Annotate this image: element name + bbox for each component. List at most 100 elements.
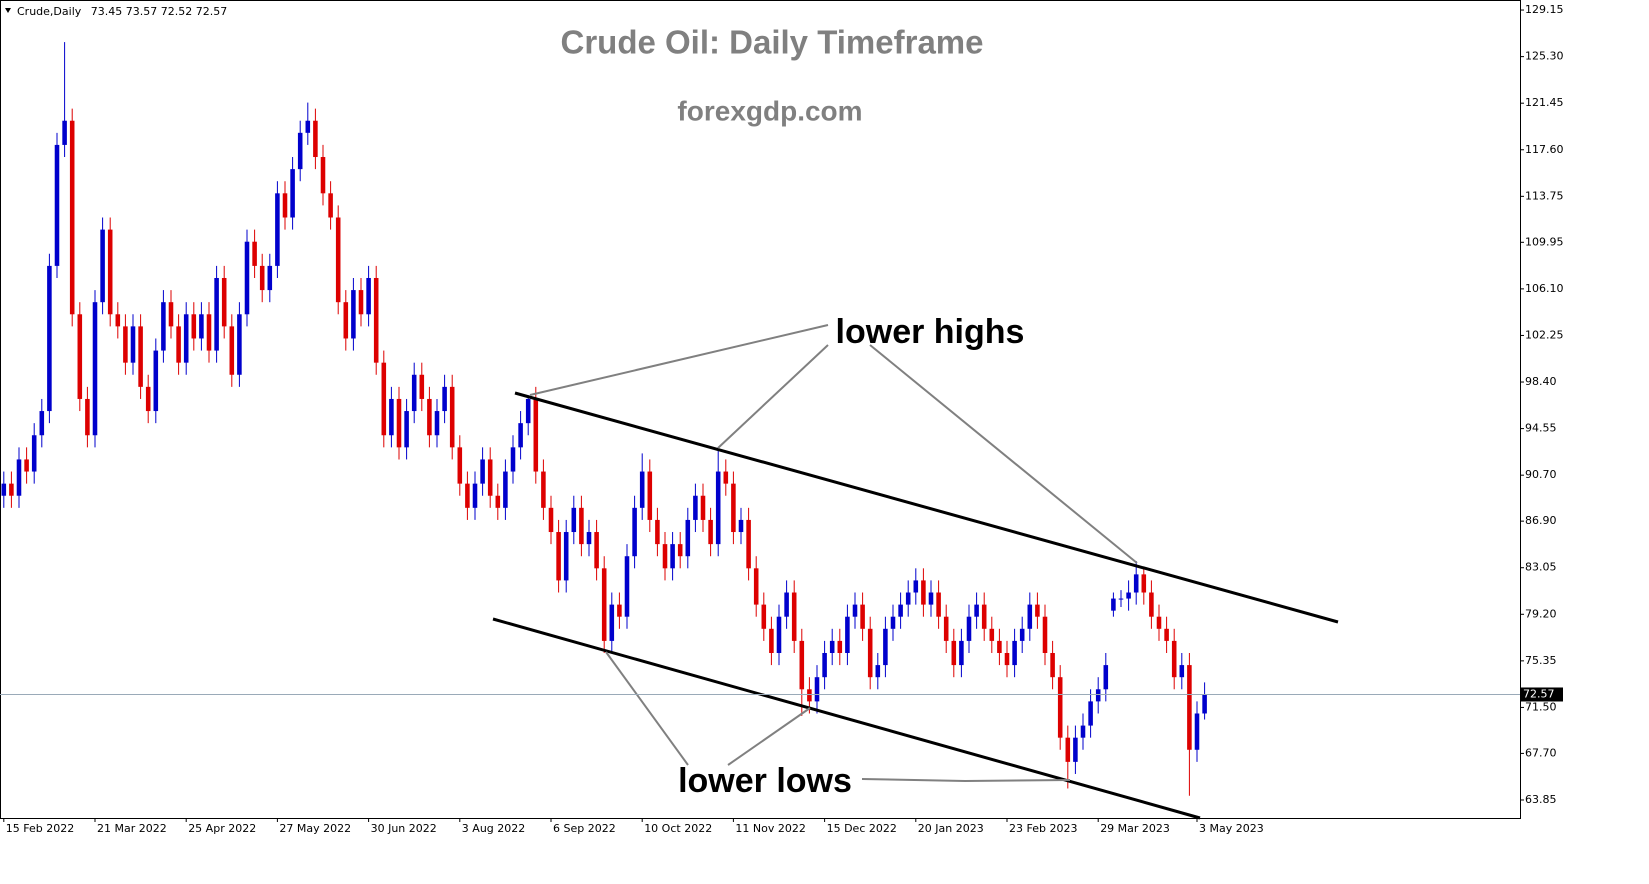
candle-body (769, 628, 774, 653)
y-tick-label: 125.30 (1525, 50, 1564, 63)
ohlc-close: 72.57 (196, 5, 228, 18)
candle-body (351, 290, 356, 339)
candle-body (693, 495, 698, 520)
candle-body (1027, 604, 1033, 629)
candle-body (47, 265, 52, 412)
x-tick-label: 15 Feb 2022 (6, 822, 74, 835)
candle-body (1133, 574, 1139, 593)
candle-body (1073, 737, 1078, 762)
candle-body (123, 326, 128, 363)
candle-body (890, 616, 896, 629)
candle-body (997, 640, 1002, 653)
candle-body (867, 628, 873, 678)
candle-body (1126, 592, 1131, 599)
candle-body (389, 398, 394, 436)
candle-body (1065, 737, 1071, 762)
candle-body (305, 120, 311, 133)
candle-body (655, 519, 660, 545)
candle-body (214, 277, 219, 351)
candle-body (434, 411, 440, 436)
candle-body (845, 616, 850, 653)
x-tick-label: 30 Jun 2022 (371, 822, 437, 835)
y-tick-label: 129.15 (1525, 3, 1564, 16)
candle-body (723, 471, 729, 484)
candle-body (503, 471, 508, 508)
candle-body (594, 532, 599, 569)
candle-body (411, 374, 417, 412)
candle-body (396, 398, 402, 448)
y-tick-label: 71.50 (1525, 700, 1557, 713)
candle-body (130, 326, 136, 363)
candle-body (632, 507, 637, 557)
annotation: lower highs (836, 313, 1025, 351)
y-tick-label: 117.60 (1525, 143, 1564, 156)
candle-body (541, 471, 546, 508)
x-tick-label: 3 Aug 2022 (462, 822, 525, 835)
ohlc-low: 72.52 (161, 5, 193, 18)
candle-body (1012, 640, 1017, 666)
pointer-line (529, 324, 829, 396)
candle-body (951, 640, 957, 666)
lower-trendline (492, 617, 1201, 820)
candle-body (898, 604, 903, 617)
candle-body (624, 556, 630, 617)
candle-body (814, 677, 820, 702)
candle-body (199, 314, 204, 339)
candle-body (297, 132, 303, 170)
candle-body (677, 544, 683, 557)
candle-body (191, 314, 197, 339)
candle-body (647, 471, 653, 520)
candle-body (662, 544, 668, 569)
y-tick-label: 75.35 (1525, 654, 1557, 667)
candle-body (313, 120, 318, 158)
chart-subtitle: forexgdp.com (677, 95, 862, 126)
candle-body (905, 592, 911, 605)
candle-body (708, 519, 713, 545)
menu-arrow[interactable] (5, 8, 11, 13)
ohlc-high: 73.57 (126, 5, 158, 18)
candle-body (1019, 628, 1025, 641)
candle-body (974, 604, 979, 617)
candle-body (738, 519, 744, 533)
candle-body (1057, 677, 1063, 738)
candle-body (609, 604, 615, 641)
x-tick-label: 3 May 2023 (1199, 822, 1264, 835)
y-tick-label: 90.70 (1525, 468, 1557, 481)
candle-body (9, 483, 14, 496)
candle-body (981, 604, 987, 629)
candle-body (495, 495, 501, 508)
last-price-box (1521, 687, 1563, 702)
candle-body (419, 374, 425, 399)
candle-body (563, 532, 569, 581)
candle-body (282, 193, 288, 218)
candle-body (715, 471, 721, 545)
candle-body (267, 265, 273, 291)
candle-body (1111, 598, 1116, 611)
candle-body (1050, 652, 1055, 678)
candle-body (1118, 598, 1124, 600)
candle-body (579, 507, 584, 545)
candle-body (822, 652, 827, 678)
candle-body (928, 592, 934, 605)
candle-body (320, 157, 326, 194)
candle-body (700, 495, 706, 520)
candle-body (807, 689, 812, 702)
candle-body (1156, 616, 1162, 629)
candle-body (427, 398, 432, 436)
chart-header: Crude,Daily 73.45 73.57 72.52 72.57 (17, 5, 227, 18)
x-tick-label: 15 Dec 2022 (827, 822, 897, 835)
candle-body (837, 640, 843, 653)
candle-body (252, 241, 257, 266)
candle-body (404, 411, 409, 448)
candle-body (1004, 652, 1010, 666)
candle-body (62, 120, 67, 145)
candle-body (943, 616, 949, 641)
candle-body (328, 193, 333, 218)
y-tick-label: 102.25 (1525, 328, 1564, 341)
y-tick-label: 86.90 (1525, 514, 1557, 527)
candle-body (1179, 665, 1185, 678)
pointer-line (717, 344, 829, 449)
candle-body (989, 628, 995, 641)
